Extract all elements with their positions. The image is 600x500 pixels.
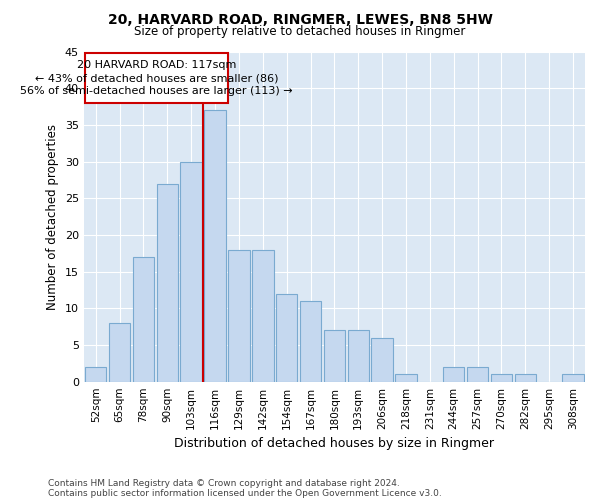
Bar xyxy=(133,257,154,382)
Bar xyxy=(443,367,464,382)
Bar xyxy=(395,374,417,382)
Bar xyxy=(181,162,202,382)
Text: Contains HM Land Registry data © Crown copyright and database right 2024.: Contains HM Land Registry data © Crown c… xyxy=(48,478,400,488)
Bar xyxy=(109,323,130,382)
Bar xyxy=(347,330,369,382)
FancyBboxPatch shape xyxy=(85,53,228,103)
Bar xyxy=(276,294,298,382)
Text: ← 43% of detached houses are smaller (86): ← 43% of detached houses are smaller (86… xyxy=(35,74,278,84)
Bar xyxy=(85,367,106,382)
Bar xyxy=(515,374,536,382)
Text: 20, HARVARD ROAD, RINGMER, LEWES, BN8 5HW: 20, HARVARD ROAD, RINGMER, LEWES, BN8 5H… xyxy=(107,12,493,26)
Bar xyxy=(323,330,345,382)
Bar xyxy=(300,301,321,382)
Bar xyxy=(467,367,488,382)
Text: Size of property relative to detached houses in Ringmer: Size of property relative to detached ho… xyxy=(134,25,466,38)
Bar xyxy=(491,374,512,382)
Bar xyxy=(157,184,178,382)
Bar xyxy=(252,250,274,382)
Y-axis label: Number of detached properties: Number of detached properties xyxy=(46,124,59,310)
Bar xyxy=(562,374,584,382)
Bar xyxy=(371,338,393,382)
Bar xyxy=(205,110,226,382)
X-axis label: Distribution of detached houses by size in Ringmer: Distribution of detached houses by size … xyxy=(175,437,494,450)
Bar xyxy=(228,250,250,382)
Text: 20 HARVARD ROAD: 117sqm: 20 HARVARD ROAD: 117sqm xyxy=(77,60,236,70)
Text: Contains public sector information licensed under the Open Government Licence v3: Contains public sector information licen… xyxy=(48,488,442,498)
Text: 56% of semi-detached houses are larger (113) →: 56% of semi-detached houses are larger (… xyxy=(20,86,293,96)
